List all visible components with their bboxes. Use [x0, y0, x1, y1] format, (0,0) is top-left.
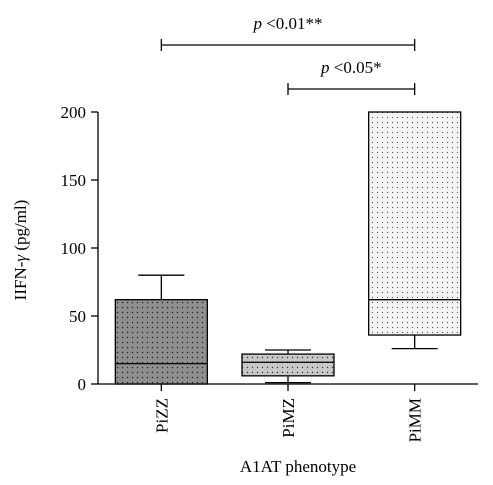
box-body: [114, 299, 208, 385]
y-axis-title-prefix: IIFN-: [11, 261, 30, 300]
x-axis-title: A1AT phenotype: [240, 457, 356, 476]
box-pimz: [241, 349, 335, 384]
significance-label: p <0.01**: [252, 14, 322, 33]
x-tick-label: PiMZ: [279, 398, 298, 438]
y-tick-label: 100: [61, 239, 87, 258]
y-tick-label: 50: [69, 307, 86, 326]
p-value: <0.01**: [262, 14, 323, 33]
p-symbol: p: [252, 14, 262, 33]
y-tick-label: 0: [78, 375, 87, 394]
box-pizz: [114, 274, 208, 385]
significance-bracket: p <0.05*: [287, 58, 416, 95]
box-pimm: [368, 111, 462, 350]
x-axis: PiZZ PiMZ PiMM: [98, 383, 478, 442]
p-value: <0.05*: [330, 58, 382, 77]
box-body: [368, 111, 462, 336]
y-axis-title-suffix: (pg/ml): [11, 200, 30, 255]
box-body: [241, 353, 335, 377]
y-tick-label: 200: [61, 103, 87, 122]
y-axis: 0 50 100 150 200: [61, 103, 99, 394]
y-axis-title: IIFN-γ (pg/ml): [11, 200, 30, 301]
p-symbol: p: [320, 58, 330, 77]
x-tick-label: PiZZ: [152, 398, 171, 433]
significance-label: p <0.05*: [320, 58, 382, 77]
x-tick-label: PiMM: [406, 398, 425, 442]
significance-bracket: p <0.01**: [160, 14, 416, 51]
y-tick-label: 150: [61, 171, 87, 190]
y-axis-title-greek: γ: [11, 254, 30, 262]
